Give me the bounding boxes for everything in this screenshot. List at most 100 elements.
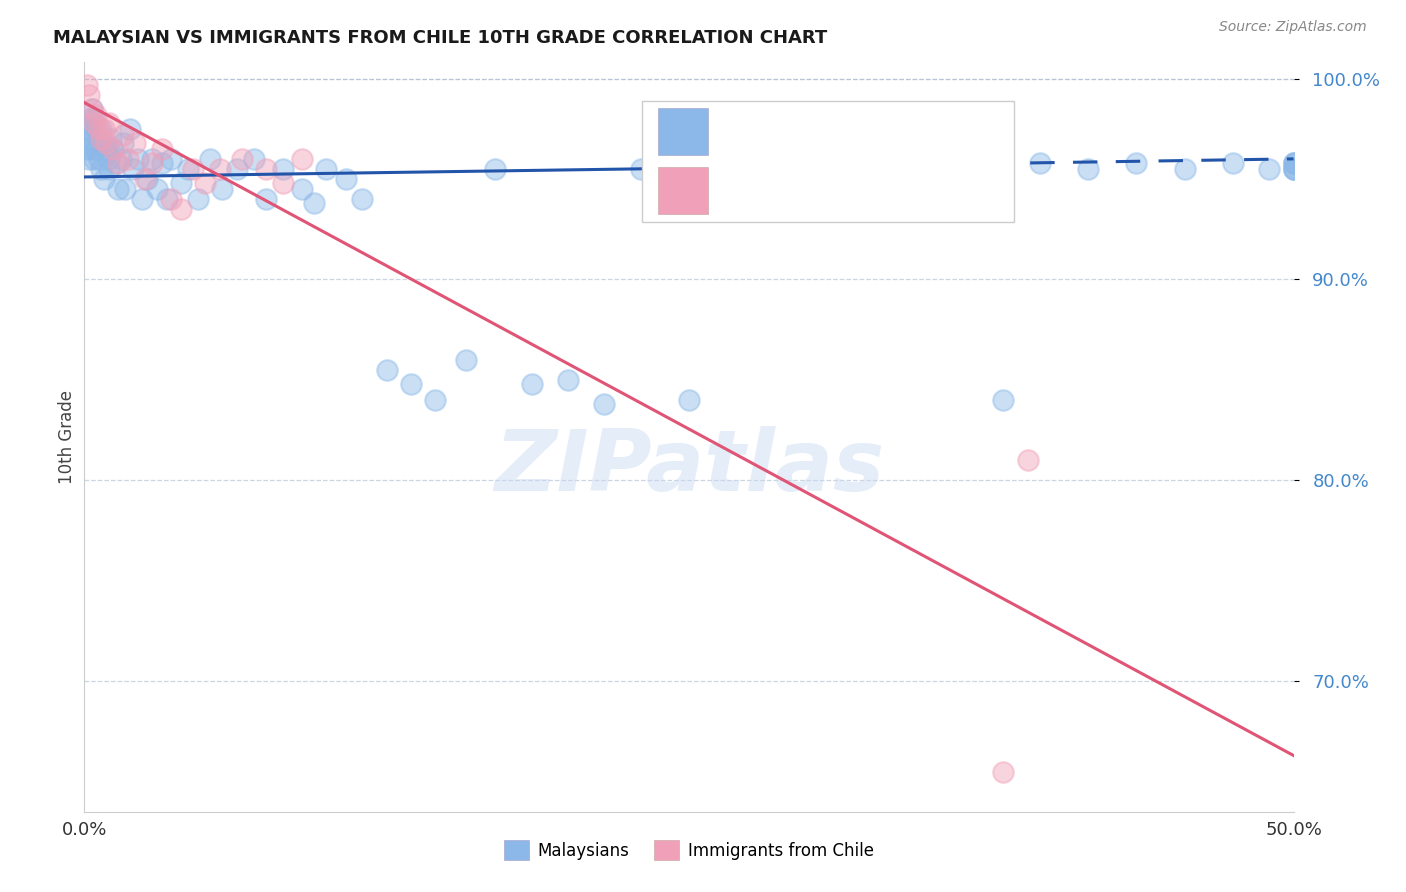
Point bbox=[121, 161, 143, 176]
Point bbox=[1282, 161, 1305, 176]
Point bbox=[77, 121, 100, 136]
Y-axis label: 10th Grade: 10th Grade bbox=[58, 390, 76, 484]
Point bbox=[103, 142, 125, 156]
Point bbox=[678, 392, 700, 407]
Point bbox=[484, 161, 506, 176]
Point bbox=[799, 161, 821, 176]
Point bbox=[76, 121, 98, 136]
Point bbox=[76, 132, 98, 146]
Point bbox=[87, 121, 110, 136]
Point bbox=[1258, 161, 1281, 176]
Text: MALAYSIAN VS IMMIGRANTS FROM CHILE 10TH GRADE CORRELATION CHART: MALAYSIAN VS IMMIGRANTS FROM CHILE 10TH … bbox=[53, 29, 828, 46]
Point bbox=[90, 132, 112, 146]
Point bbox=[1077, 161, 1099, 176]
Point bbox=[107, 182, 129, 196]
Point bbox=[254, 161, 277, 176]
Point bbox=[112, 136, 135, 150]
Point bbox=[141, 152, 163, 166]
Point bbox=[76, 78, 98, 92]
Point bbox=[93, 172, 115, 186]
Point bbox=[375, 363, 398, 377]
Point bbox=[315, 161, 337, 176]
Point bbox=[1222, 156, 1244, 170]
Point bbox=[134, 172, 156, 186]
Point bbox=[335, 172, 357, 186]
Point bbox=[107, 156, 129, 170]
Point bbox=[83, 116, 105, 130]
Point bbox=[160, 192, 183, 206]
Point bbox=[103, 142, 125, 156]
Point bbox=[254, 192, 277, 206]
Point bbox=[399, 376, 422, 391]
Point bbox=[160, 152, 183, 166]
Point bbox=[1282, 156, 1305, 170]
Point bbox=[231, 152, 253, 166]
Point bbox=[77, 87, 100, 102]
Point bbox=[194, 176, 217, 190]
Point bbox=[112, 128, 135, 142]
Point bbox=[136, 172, 159, 186]
Point bbox=[352, 192, 374, 206]
Point bbox=[94, 142, 117, 156]
Point bbox=[593, 397, 616, 411]
Point bbox=[423, 392, 446, 407]
Point bbox=[1028, 156, 1050, 170]
Point bbox=[80, 142, 103, 156]
Point bbox=[131, 192, 153, 206]
Point bbox=[1174, 161, 1197, 176]
Point bbox=[124, 136, 146, 150]
Point bbox=[1125, 156, 1147, 170]
Point bbox=[97, 161, 120, 176]
Point bbox=[630, 161, 652, 176]
Point bbox=[155, 192, 177, 206]
Text: Source: ZipAtlas.com: Source: ZipAtlas.com bbox=[1219, 20, 1367, 34]
Point bbox=[83, 152, 105, 166]
Point bbox=[170, 202, 193, 216]
Point bbox=[86, 121, 108, 136]
Point bbox=[93, 121, 115, 136]
Point bbox=[117, 152, 139, 166]
Point bbox=[896, 156, 918, 170]
Point bbox=[520, 376, 543, 391]
Point bbox=[141, 156, 163, 170]
Point bbox=[110, 152, 132, 166]
Point bbox=[291, 182, 314, 196]
Point bbox=[97, 116, 120, 130]
Point bbox=[225, 161, 247, 176]
Point bbox=[198, 152, 221, 166]
Point bbox=[120, 121, 142, 136]
Point bbox=[1017, 453, 1039, 467]
Point bbox=[83, 112, 105, 126]
Point bbox=[104, 156, 127, 170]
Point bbox=[456, 352, 478, 367]
Point bbox=[181, 161, 204, 176]
Point bbox=[242, 152, 264, 166]
Point bbox=[146, 182, 169, 196]
Point bbox=[86, 108, 108, 122]
Point bbox=[93, 136, 115, 150]
Point bbox=[80, 132, 103, 146]
Point bbox=[846, 161, 869, 176]
Point bbox=[211, 182, 233, 196]
Point bbox=[993, 764, 1015, 779]
Point bbox=[725, 161, 748, 176]
Point bbox=[1282, 156, 1305, 170]
Point bbox=[87, 152, 110, 166]
Text: ZIPatlas: ZIPatlas bbox=[494, 425, 884, 508]
Point bbox=[77, 152, 100, 166]
Point bbox=[150, 156, 173, 170]
Point bbox=[1282, 161, 1305, 176]
Point bbox=[76, 142, 98, 156]
Point bbox=[177, 161, 200, 176]
Point bbox=[302, 196, 325, 211]
Point bbox=[77, 112, 100, 126]
Point bbox=[943, 156, 966, 170]
Point bbox=[94, 136, 117, 150]
Point bbox=[557, 373, 579, 387]
Point bbox=[271, 161, 294, 176]
Point bbox=[90, 121, 112, 136]
Point bbox=[127, 152, 149, 166]
Legend: Malaysians, Immigrants from Chile: Malaysians, Immigrants from Chile bbox=[498, 833, 880, 867]
Point bbox=[1282, 156, 1305, 170]
Point bbox=[86, 142, 108, 156]
